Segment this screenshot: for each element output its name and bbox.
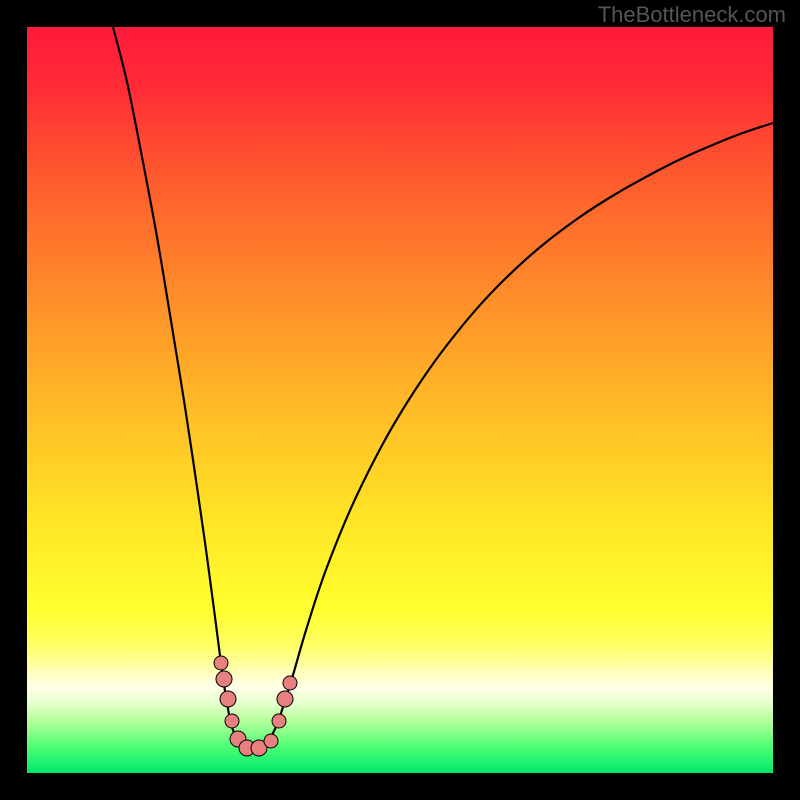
data-marker <box>220 691 236 707</box>
watermark-text: TheBottleneck.com <box>598 2 786 28</box>
data-marker <box>214 656 228 670</box>
data-marker <box>283 676 297 690</box>
data-marker <box>225 714 239 728</box>
data-marker <box>216 671 232 687</box>
data-marker <box>264 734 278 748</box>
plot-svg <box>27 27 773 773</box>
chart-container: TheBottleneck.com <box>0 0 800 800</box>
data-marker <box>277 691 293 707</box>
plot-area <box>27 27 773 773</box>
data-marker <box>272 714 286 728</box>
